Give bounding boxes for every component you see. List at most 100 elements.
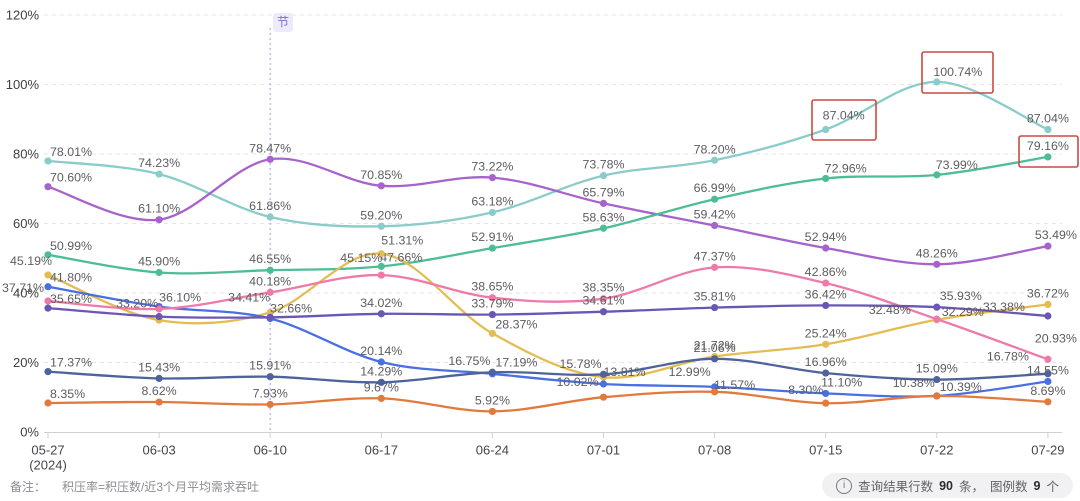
- data-point-indigo-07-29[interactable]: [1044, 312, 1052, 320]
- data-point-navy-06-24[interactable]: [488, 368, 496, 376]
- value-label: 15.91%: [249, 359, 291, 373]
- data-point-royal-07-01[interactable]: [599, 380, 608, 388]
- data-point-green-07-01[interactable]: [599, 224, 608, 232]
- data-point-teal-06-03[interactable]: [155, 170, 163, 178]
- query-result-info: i 查询结果行数 90 条， 图例数 9 个: [822, 473, 1073, 498]
- data-point-indigo-07-08[interactable]: [711, 303, 719, 312]
- data-point-pink-06-17[interactable]: [377, 271, 385, 279]
- data-point-pink-07-22[interactable]: [933, 315, 941, 323]
- value-label: 10.02%: [556, 375, 598, 389]
- x-tick-label: 07-22: [920, 443, 953, 458]
- value-label: 36.72%: [1027, 286, 1069, 300]
- data-point-purple-06-24[interactable]: [488, 173, 496, 182]
- data-point-purple-06-10[interactable]: [266, 155, 274, 163]
- data-point-orange-06-24[interactable]: [488, 407, 496, 416]
- data-point-teal-06-17[interactable]: [377, 222, 385, 230]
- data-point-pink-07-01[interactable]: [599, 295, 608, 303]
- data-point-pink-06-03[interactable]: [155, 305, 163, 313]
- value-label: 45.15%: [340, 251, 382, 265]
- data-point-indigo-07-22[interactable]: [933, 303, 941, 311]
- value-label: 10.39%: [940, 380, 982, 394]
- data-point-orange-07-01[interactable]: [599, 393, 608, 401]
- data-point-orange-07-29[interactable]: [1044, 398, 1052, 406]
- data-point-navy-06-03[interactable]: [155, 374, 163, 382]
- data-point-pink-06-24[interactable]: [488, 294, 496, 302]
- data-point-green-05-27[interactable]: [44, 251, 52, 259]
- data-point-indigo-06-10[interactable]: [266, 313, 274, 321]
- data-point-royal-07-08[interactable]: [711, 383, 719, 391]
- data-point-yellow-05-27[interactable]: [44, 271, 52, 279]
- data-point-purple-07-22[interactable]: [933, 260, 941, 268]
- y-tick-label: 100%: [6, 77, 40, 92]
- data-point-navy-07-15[interactable]: [822, 369, 830, 377]
- data-point-pink-05-27[interactable]: [44, 297, 52, 305]
- data-point-royal-07-29[interactable]: [1044, 377, 1052, 386]
- data-point-orange-06-03[interactable]: [155, 398, 163, 406]
- data-point-royal-06-17[interactable]: [377, 358, 385, 366]
- data-point-purple-07-15[interactable]: [822, 244, 830, 252]
- data-point-pink-06-10[interactable]: [266, 288, 274, 296]
- data-point-navy-07-29[interactable]: [1044, 370, 1052, 378]
- data-point-pink-07-08[interactable]: [711, 263, 719, 271]
- value-label: 10.38%: [893, 376, 935, 390]
- data-point-orange-07-22[interactable]: [933, 392, 941, 400]
- data-point-indigo-07-15[interactable]: [822, 301, 830, 310]
- data-point-orange-07-15[interactable]: [822, 399, 830, 407]
- data-point-purple-05-27[interactable]: [44, 183, 52, 191]
- data-point-yellow-06-17[interactable]: [377, 250, 385, 258]
- data-point-navy-07-22[interactable]: [933, 375, 941, 384]
- series-line-yellow: [46, 252, 1050, 379]
- data-point-orange-06-10[interactable]: [266, 400, 274, 409]
- data-point-navy-07-01[interactable]: [599, 370, 608, 378]
- highlight-box: [811, 99, 877, 141]
- data-point-royal-05-27[interactable]: [44, 283, 52, 291]
- data-point-purple-07-29[interactable]: [1044, 242, 1052, 250]
- value-label: 15.43%: [138, 360, 180, 374]
- data-point-orange-07-08[interactable]: [711, 388, 719, 396]
- data-point-green-07-22[interactable]: [933, 171, 941, 179]
- data-point-navy-05-27[interactable]: [44, 368, 52, 376]
- data-point-teal-05-27[interactable]: [44, 157, 52, 165]
- value-label: 59.20%: [360, 208, 402, 222]
- data-point-teal-07-22[interactable]: [933, 78, 941, 86]
- data-point-indigo-05-27[interactable]: [44, 304, 52, 312]
- data-point-purple-06-03[interactable]: [155, 216, 163, 224]
- data-point-indigo-07-01[interactable]: [599, 308, 608, 316]
- data-point-green-06-10[interactable]: [266, 266, 274, 274]
- data-point-green-07-08[interactable]: [711, 195, 719, 203]
- series-line-royal: [46, 285, 1050, 398]
- data-point-yellow-06-24[interactable]: [488, 329, 496, 338]
- data-point-navy-06-10[interactable]: [266, 373, 274, 381]
- data-point-green-07-29[interactable]: [1044, 153, 1052, 161]
- data-point-purple-06-17[interactable]: [377, 182, 385, 190]
- data-point-purple-07-08[interactable]: [711, 221, 719, 230]
- data-point-green-06-17[interactable]: [377, 262, 385, 270]
- data-point-teal-07-08[interactable]: [711, 156, 719, 164]
- data-point-indigo-06-17[interactable]: [377, 310, 385, 318]
- data-point-indigo-06-03[interactable]: [155, 313, 163, 321]
- data-point-orange-06-17[interactable]: [377, 394, 385, 402]
- data-point-orange-05-27[interactable]: [44, 399, 52, 407]
- value-label: 16.78%: [987, 350, 1029, 364]
- data-point-navy-07-08[interactable]: [711, 355, 719, 363]
- data-point-green-06-03[interactable]: [155, 268, 163, 277]
- value-label: 21.72%: [694, 339, 736, 353]
- data-point-royal-07-15[interactable]: [822, 389, 830, 398]
- value-label: 7.93%: [253, 386, 288, 400]
- legend-count-label: 图例数: [990, 480, 1028, 494]
- data-point-teal-06-24[interactable]: [488, 208, 496, 217]
- data-point-teal-06-10[interactable]: [266, 213, 274, 221]
- data-point-teal-07-15[interactable]: [822, 125, 830, 134]
- data-point-pink-07-29[interactable]: [1044, 355, 1052, 363]
- data-point-green-07-15[interactable]: [822, 174, 830, 183]
- data-point-purple-07-01[interactable]: [599, 199, 608, 207]
- data-point-teal-07-01[interactable]: [599, 172, 608, 180]
- data-point-teal-07-29[interactable]: [1044, 125, 1052, 134]
- data-point-yellow-07-29[interactable]: [1044, 300, 1052, 308]
- data-point-navy-06-17[interactable]: [377, 378, 385, 386]
- data-point-yellow-07-15[interactable]: [822, 340, 830, 348]
- data-point-pink-07-15[interactable]: [822, 279, 830, 287]
- data-point-green-06-24[interactable]: [488, 244, 496, 252]
- data-point-indigo-06-24[interactable]: [488, 310, 496, 319]
